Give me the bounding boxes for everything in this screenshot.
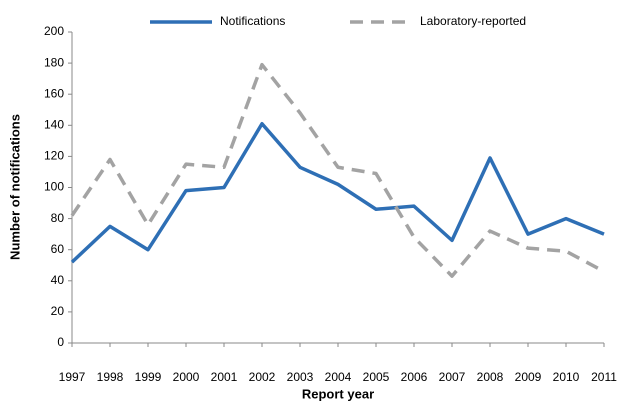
y-tick-label: 0 xyxy=(57,335,64,349)
x-tick-label: 2006 xyxy=(401,370,428,384)
y-tick-label: 40 xyxy=(51,273,65,287)
x-tick-label: 2009 xyxy=(515,370,542,384)
x-tick-label: 1998 xyxy=(97,370,124,384)
legend-label: Laboratory-reported xyxy=(420,14,526,28)
y-tick-label: 160 xyxy=(44,86,64,100)
x-tick-label: 2007 xyxy=(439,370,466,384)
x-tick-label: 2002 xyxy=(249,370,276,384)
x-tick-label: 2004 xyxy=(325,370,352,384)
x-tick-label: 1997 xyxy=(59,370,86,384)
legend-label: Notifications xyxy=(220,14,285,28)
x-tick-label: 1999 xyxy=(135,370,162,384)
y-tick-label: 60 xyxy=(51,242,65,256)
y-tick-label: 120 xyxy=(44,149,64,163)
x-tick-label: 2011 xyxy=(591,370,617,384)
y-axis-label: Number of notifications xyxy=(7,114,22,260)
y-tick-label: 180 xyxy=(44,55,64,69)
x-tick-label: 2008 xyxy=(477,370,504,384)
y-tick-label: 100 xyxy=(44,180,64,194)
line-series xyxy=(70,121,605,264)
y-tick-label: 200 xyxy=(44,24,64,38)
y-tick-label: 20 xyxy=(51,304,65,318)
x-axis-label: Report year xyxy=(302,386,374,401)
x-tick-label: 2003 xyxy=(287,370,314,384)
line-series xyxy=(70,62,605,278)
x-tick-label: 2005 xyxy=(363,370,390,384)
x-tick-label: 2001 xyxy=(211,370,238,384)
y-tick-label: 80 xyxy=(51,211,65,225)
x-tick-label: 2010 xyxy=(553,370,580,384)
x-tick-label: 2000 xyxy=(173,370,200,384)
y-tick-label: 140 xyxy=(44,117,64,131)
